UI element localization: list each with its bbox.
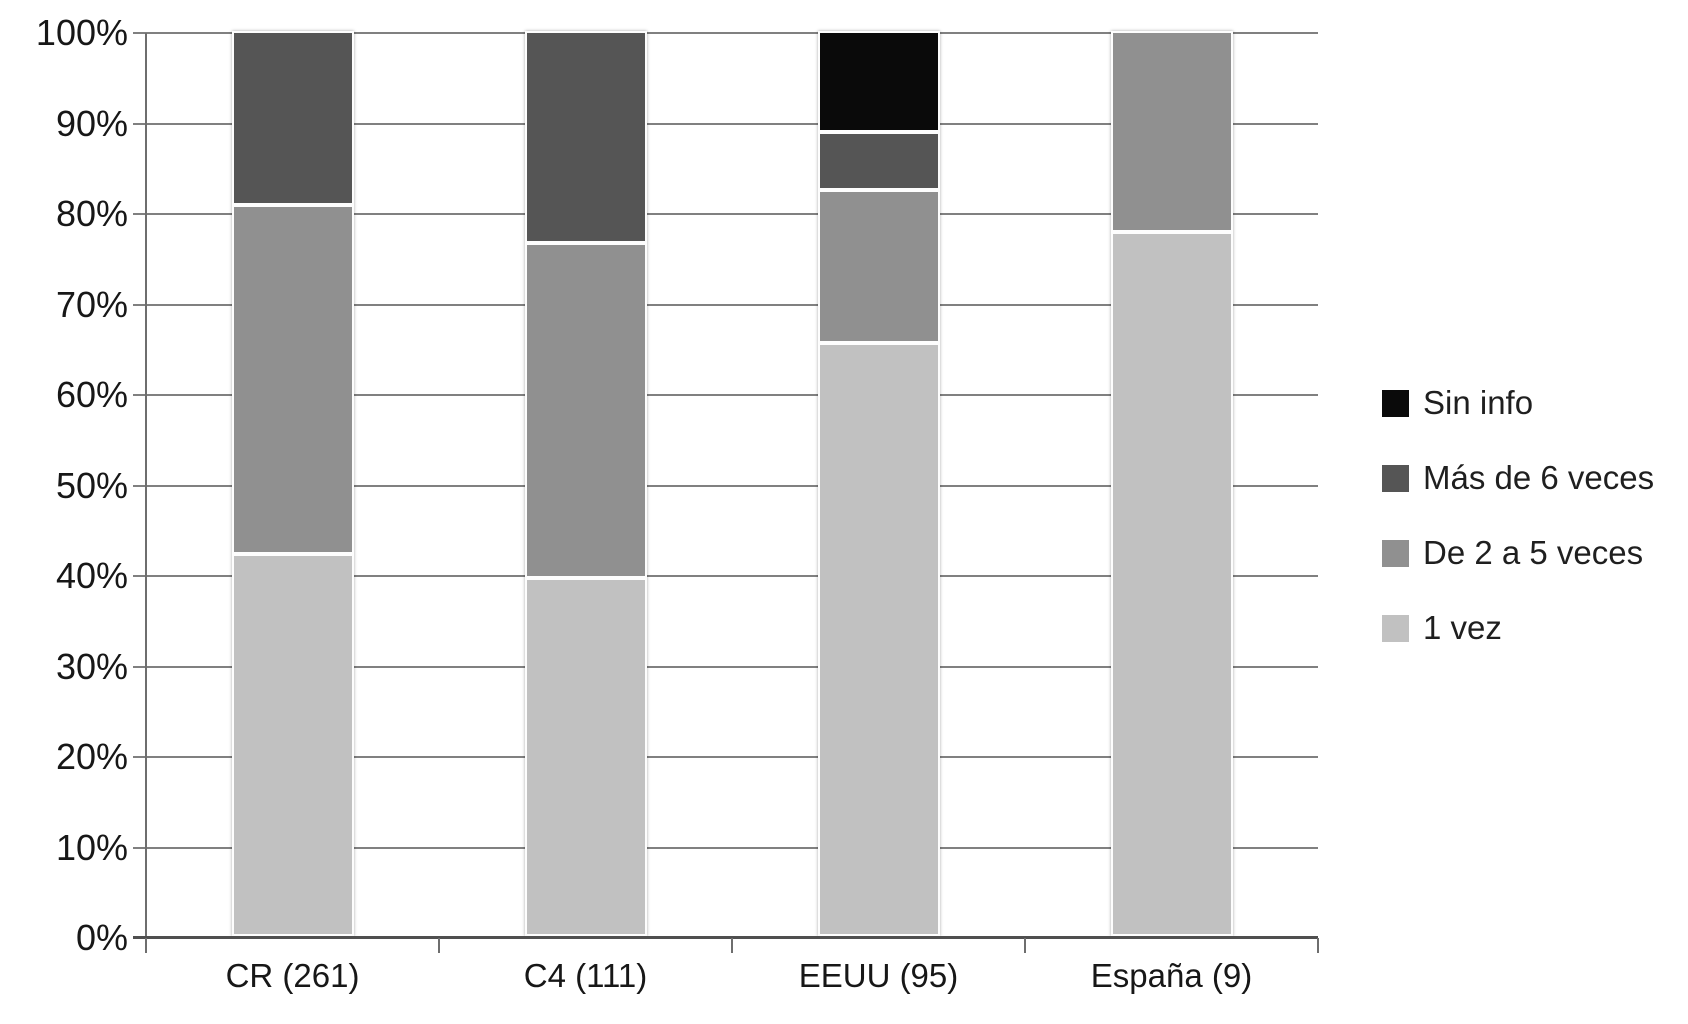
x-axis-line (133, 936, 1318, 939)
x-axis-tick (1317, 938, 1319, 953)
bar-segment (231, 31, 354, 205)
y-axis-line (145, 33, 147, 953)
gridline (133, 846, 1318, 849)
bar-segment (1110, 231, 1233, 936)
legend-swatch-icon (1382, 614, 1409, 642)
bar-3 (817, 31, 940, 936)
x-axis-tick (731, 938, 733, 953)
y-axis-tick-label: 40% (55, 555, 128, 596)
legend-swatch-icon (1382, 464, 1409, 492)
legend-swatch-icon (1382, 389, 1409, 417)
legend: Sin info Más de 6 veces De 2 a 5 veces 1 ve… (1382, 384, 1655, 686)
y-axis-tick-label: 60% (55, 374, 128, 415)
y-axis-tick-label: 0% (75, 917, 128, 958)
plot-area: 0% 10% 20% 30% 40% 50% 60% 70% 80% 90% 100% CR (261… (36, 12, 1319, 994)
gridline (133, 213, 1318, 215)
y-axis-tick-label: 50% (55, 464, 128, 506)
bar-segment (817, 190, 940, 344)
gridline (133, 32, 1318, 34)
x-axis-tick (145, 938, 147, 953)
x-axis-tick (1024, 938, 1026, 953)
bar-segment (817, 132, 940, 191)
legend-label: Sin info (1423, 384, 1534, 421)
gridline (133, 756, 1318, 758)
legend-label: Más de 6 veces (1423, 459, 1655, 496)
bar-segment (817, 31, 940, 133)
x-axis-category-label: C4 (111) (523, 957, 648, 994)
gridline (133, 665, 1318, 668)
bar-segment (524, 31, 647, 243)
bar-2 (524, 31, 647, 936)
y-axis-tick-label: 70% (55, 283, 128, 325)
bar-segment (524, 577, 647, 936)
bar-1 (231, 31, 354, 936)
legend-item: Más de 6 veces (1382, 459, 1655, 496)
y-axis-tick-label: 10% (55, 826, 128, 868)
gridline (133, 484, 1318, 487)
gridline (133, 303, 1318, 306)
legend-swatch-icon (1382, 539, 1409, 567)
gridline (133, 122, 1318, 125)
legend-label: 1 vez (1423, 609, 1502, 646)
x-axis-tick (438, 938, 440, 953)
x-axis-category-label: España (9) (1090, 957, 1253, 994)
y-axis-tick-label: 80% (55, 193, 128, 234)
legend-item: Sin info (1382, 384, 1654, 421)
gridline (133, 575, 1318, 577)
bar-segment (817, 343, 940, 936)
y-axis-tick-label: 100% (35, 12, 128, 53)
gridline (133, 394, 1318, 396)
bar-4 (1110, 31, 1233, 936)
y-axis-tick-label: 20% (55, 736, 128, 777)
legend-label: De 2 a 5 veces (1423, 534, 1644, 571)
legend-item: 1 vez (1382, 609, 1654, 646)
bar-segment (231, 554, 354, 936)
x-axis-category-label: CR (261) (225, 957, 360, 994)
bar-segment (524, 242, 647, 578)
y-axis-tick-label: 30% (55, 645, 128, 687)
y-axis-tick-label: 90% (55, 102, 128, 144)
bar-segment (231, 204, 354, 555)
x-axis-category-label: EEUU (95) (798, 957, 959, 994)
legend-item: De 2 a 5 veces (1382, 534, 1654, 571)
bar-segment (1110, 31, 1233, 232)
